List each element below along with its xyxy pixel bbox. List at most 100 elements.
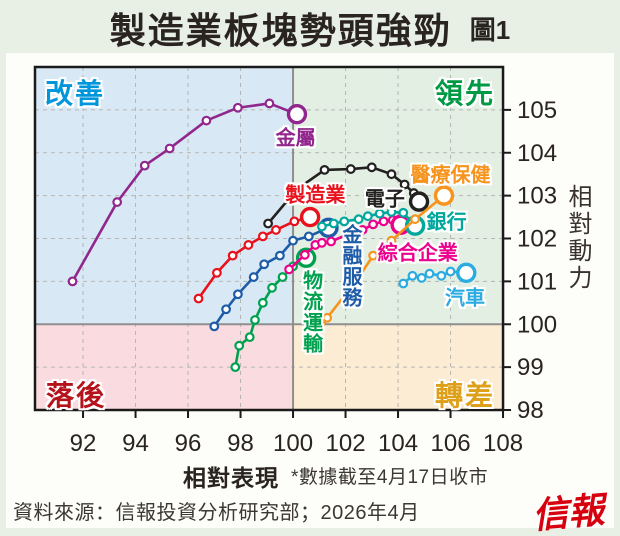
data-point bbox=[386, 169, 397, 180]
data-point bbox=[366, 162, 377, 173]
y-tick-label: 99 bbox=[517, 354, 544, 381]
data-point bbox=[164, 143, 175, 154]
data-point bbox=[257, 297, 268, 308]
data-point bbox=[289, 216, 300, 227]
x-tick-label: 92 bbox=[70, 430, 97, 457]
x-axis-label: 相對表現 bbox=[183, 465, 279, 491]
data-point bbox=[399, 179, 410, 190]
series-label-autos: 汽車 bbox=[444, 287, 485, 310]
data-point bbox=[436, 270, 447, 281]
data-point bbox=[343, 229, 354, 240]
x-tick-label: 102 bbox=[326, 430, 366, 457]
data-point bbox=[362, 211, 373, 222]
page-title: 製造業板塊勢頭強勁 bbox=[109, 10, 452, 51]
current-point-metals bbox=[286, 103, 308, 125]
data-point bbox=[305, 345, 316, 355]
data-point bbox=[353, 214, 364, 225]
data-point bbox=[317, 237, 327, 248]
data-point bbox=[244, 332, 255, 343]
series-manufacturing bbox=[193, 206, 321, 304]
data-point bbox=[378, 216, 389, 227]
quadrant-label-improving: 改善 bbox=[45, 78, 106, 109]
data-point bbox=[250, 315, 260, 325]
data-point bbox=[374, 208, 385, 219]
data-point bbox=[259, 259, 270, 270]
data-point bbox=[326, 236, 337, 247]
plot-border bbox=[33, 65, 505, 412]
data-point bbox=[257, 231, 268, 242]
data-point bbox=[67, 276, 78, 287]
data-point bbox=[201, 115, 212, 126]
figure-number: 圖1 bbox=[469, 14, 511, 45]
x-tick-label: 108 bbox=[483, 430, 523, 457]
y-tick-label: 98 bbox=[517, 397, 544, 424]
quadrant-label-leading: 領先 bbox=[435, 78, 496, 109]
data-point bbox=[299, 249, 310, 260]
data-point bbox=[345, 164, 356, 174]
y-tick-label: 105 bbox=[517, 97, 557, 124]
data-point bbox=[398, 278, 409, 289]
data-point bbox=[112, 197, 123, 207]
data-point bbox=[416, 273, 427, 283]
current-point-healthcare bbox=[433, 185, 455, 206]
data-point bbox=[368, 219, 379, 230]
data-point bbox=[386, 235, 397, 246]
series-label-metals: 金屬 bbox=[275, 127, 316, 150]
series-label-healthcare: 醫療保健 bbox=[410, 164, 491, 187]
x-tick-label: 98 bbox=[227, 430, 254, 457]
data-point bbox=[424, 268, 435, 279]
series-logistics bbox=[230, 247, 317, 373]
y-axis-title: 相對動力 bbox=[564, 184, 591, 292]
series-line-metals bbox=[71, 102, 298, 283]
data-point bbox=[398, 207, 409, 218]
data-footnote: *數據截至4月17日收市 bbox=[291, 467, 489, 488]
data-point bbox=[234, 340, 245, 351]
x-tick-label: 104 bbox=[378, 430, 418, 457]
x-tick-label: 106 bbox=[431, 430, 471, 457]
data-point bbox=[264, 98, 275, 109]
data-point bbox=[243, 240, 254, 250]
data-point bbox=[221, 304, 232, 315]
y-tick-label: 104 bbox=[517, 140, 557, 167]
series-electronics bbox=[263, 162, 430, 229]
series-label-financial-services: 金融服務 bbox=[338, 224, 361, 309]
chart-plot: 92 94 96 98 100 102 104 106 108 98 99 100 101 102 103 1… bbox=[33, 65, 557, 457]
data-point bbox=[275, 250, 285, 261]
data-point bbox=[277, 272, 288, 282]
data-point bbox=[284, 264, 295, 275]
data-point bbox=[233, 102, 243, 113]
data-point bbox=[267, 282, 277, 293]
current-point-electronics bbox=[408, 191, 430, 212]
quadrant-label-lagging: 落後 bbox=[46, 380, 107, 411]
data-point bbox=[303, 231, 314, 242]
x-tick-label: 96 bbox=[175, 430, 202, 457]
data-point bbox=[319, 164, 330, 175]
current-point-autos bbox=[456, 262, 477, 284]
data-point bbox=[271, 225, 281, 235]
data-point bbox=[233, 289, 243, 300]
series-label-electronics: 電子 bbox=[364, 188, 405, 211]
data-point bbox=[445, 266, 456, 277]
data-point bbox=[352, 274, 363, 285]
data-point bbox=[212, 267, 222, 278]
current-point-manufacturing bbox=[299, 206, 321, 228]
series-label-manufacturing: 製造業 bbox=[285, 184, 346, 207]
data-point bbox=[407, 270, 418, 281]
brand-logo: 信報 bbox=[530, 488, 606, 536]
y-tick-label: 103 bbox=[517, 183, 557, 210]
y-tick-label: 101 bbox=[517, 268, 557, 295]
data-point bbox=[230, 362, 241, 373]
data-point bbox=[227, 250, 238, 261]
series-autos bbox=[398, 262, 477, 289]
source-line: 資料來源：信報投資分析研究部；2026年4月 bbox=[13, 502, 420, 524]
y-tick-label: 100 bbox=[517, 311, 557, 338]
series-healthcare bbox=[305, 185, 455, 355]
data-point bbox=[292, 184, 302, 195]
data-point bbox=[322, 312, 333, 323]
data-point bbox=[263, 218, 274, 229]
data-point bbox=[328, 218, 339, 229]
x-tick-label: 100 bbox=[273, 430, 313, 457]
series-label-banks: 銀行 bbox=[426, 211, 467, 234]
data-point bbox=[368, 250, 379, 261]
